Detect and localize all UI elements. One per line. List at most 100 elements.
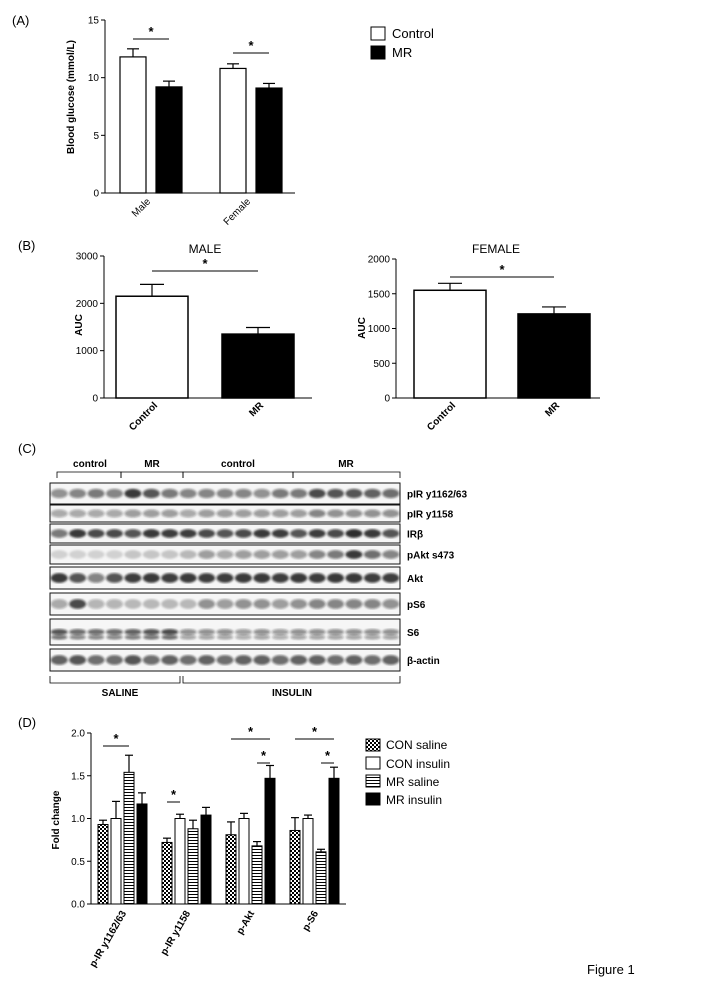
blot-band [106,488,123,499]
blot-band [87,634,105,640]
blot-band [142,599,160,609]
blot-band [253,529,271,538]
blot-band [106,629,123,635]
legend-mr-saline-label: MR saline [386,775,440,789]
blot-group-mr-saline: MR [144,459,160,470]
blot-row-border [49,648,401,672]
panel-d-xtick-label: p-Akt [235,908,258,936]
panel-b-male-bar-control [115,295,189,399]
blot-band [50,629,68,635]
panel-b-male-ytick-label: 2000 [76,299,99,310]
blot-band [327,573,344,583]
blot-band [87,529,105,538]
blot-row-border [49,566,401,590]
panel-d-ytick-label: 1.5 [71,771,85,782]
blot-band [327,634,344,640]
blot-label: IRβ [407,530,423,541]
blot-band [161,550,179,559]
panel-d-significance-star: * [113,731,119,746]
blot-group-mr-insulin: MR [338,459,354,470]
blot-band [179,529,197,538]
blot-row-border [49,523,401,544]
panel-d-ytick-label: 1.0 [71,814,85,825]
blot-band [87,599,105,609]
blot-band [253,488,271,499]
blot-label: S6 [407,628,420,639]
blot-label: Akt [407,574,424,585]
blot-band [161,488,179,499]
panel-b-female-significance-star: * [499,262,505,277]
panel-d-bar [174,818,186,905]
panel-d-xtick-label: p-S6 [301,909,322,934]
legend-mr-insulin-swatch [365,792,381,806]
blot-band [161,509,179,518]
panel-a-xtick-label: Male [130,196,153,219]
blot-band [327,488,344,499]
blot-band [327,629,344,635]
blot-band [271,599,289,609]
panel-d-significance-star: * [312,724,318,739]
blot-band [234,573,252,583]
panel-b-female-ytick-label: 500 [373,359,390,370]
legend-control-swatch [370,26,386,41]
panel-b-female-bar-mr [517,313,591,399]
panel-d-significance-star: * [261,748,267,763]
panel-b-male-ytick-label: 0 [92,394,98,405]
blot-band [124,509,142,518]
panel-c-western-blot: control MR control MR pIR y1162/63 pIR y1… [49,459,467,699]
blot-band [216,655,234,665]
blot-band [290,629,308,635]
blot-band [106,550,123,559]
blot-band [198,529,216,538]
panel-d-bar [264,777,276,905]
blot-band [253,629,271,635]
blot-band [309,634,326,640]
blot-band [363,509,381,518]
blot-band [142,573,160,583]
blot-band [363,488,381,499]
blot-band [179,509,197,518]
panel-b-male-bar-mr [221,333,295,399]
blot-band [142,509,160,518]
blot-band [198,488,216,499]
blot-band [271,550,289,559]
blot-band [271,573,289,583]
panel-a-ytick-label: 10 [88,73,100,84]
blot-band [327,599,344,609]
panel-a-xtick-label: Female [222,196,254,228]
blot-band [124,634,141,640]
blot-row-border [49,482,401,505]
blot-band [327,509,344,518]
blot-band [382,634,399,640]
panel-d-ytick-label: 0.0 [71,900,85,911]
blot-band [179,488,197,499]
blot-band [382,550,400,559]
panel-b-male-title: MALE [189,242,222,256]
blot-band [142,629,160,635]
blot-band [142,550,160,559]
blot-band [272,634,289,640]
blot-band [216,573,234,583]
blot-band [271,488,289,499]
blot-band [161,634,178,640]
blot-band [271,509,289,518]
blot-band [50,599,68,609]
panel-d-bar [251,845,263,905]
blot-band [142,488,160,499]
legend-con-saline-swatch [365,738,381,752]
blot-band [290,573,308,583]
blot-band [87,629,105,635]
panel-b-female-ylabel: AUC [357,317,368,339]
blot-band [124,629,142,635]
blot-band [179,550,197,559]
panel-b-female-title: FEMALE [472,242,520,256]
blot-band [198,573,216,583]
blot-band [69,634,86,640]
blot-band [345,573,363,583]
panel-d-ytick-label: 0.5 [71,857,85,868]
blot-group-control-insulin: control [221,459,255,470]
blot-band [308,529,326,538]
panel-b-female-bar-control [413,289,487,399]
panel-d-bar [161,841,173,905]
